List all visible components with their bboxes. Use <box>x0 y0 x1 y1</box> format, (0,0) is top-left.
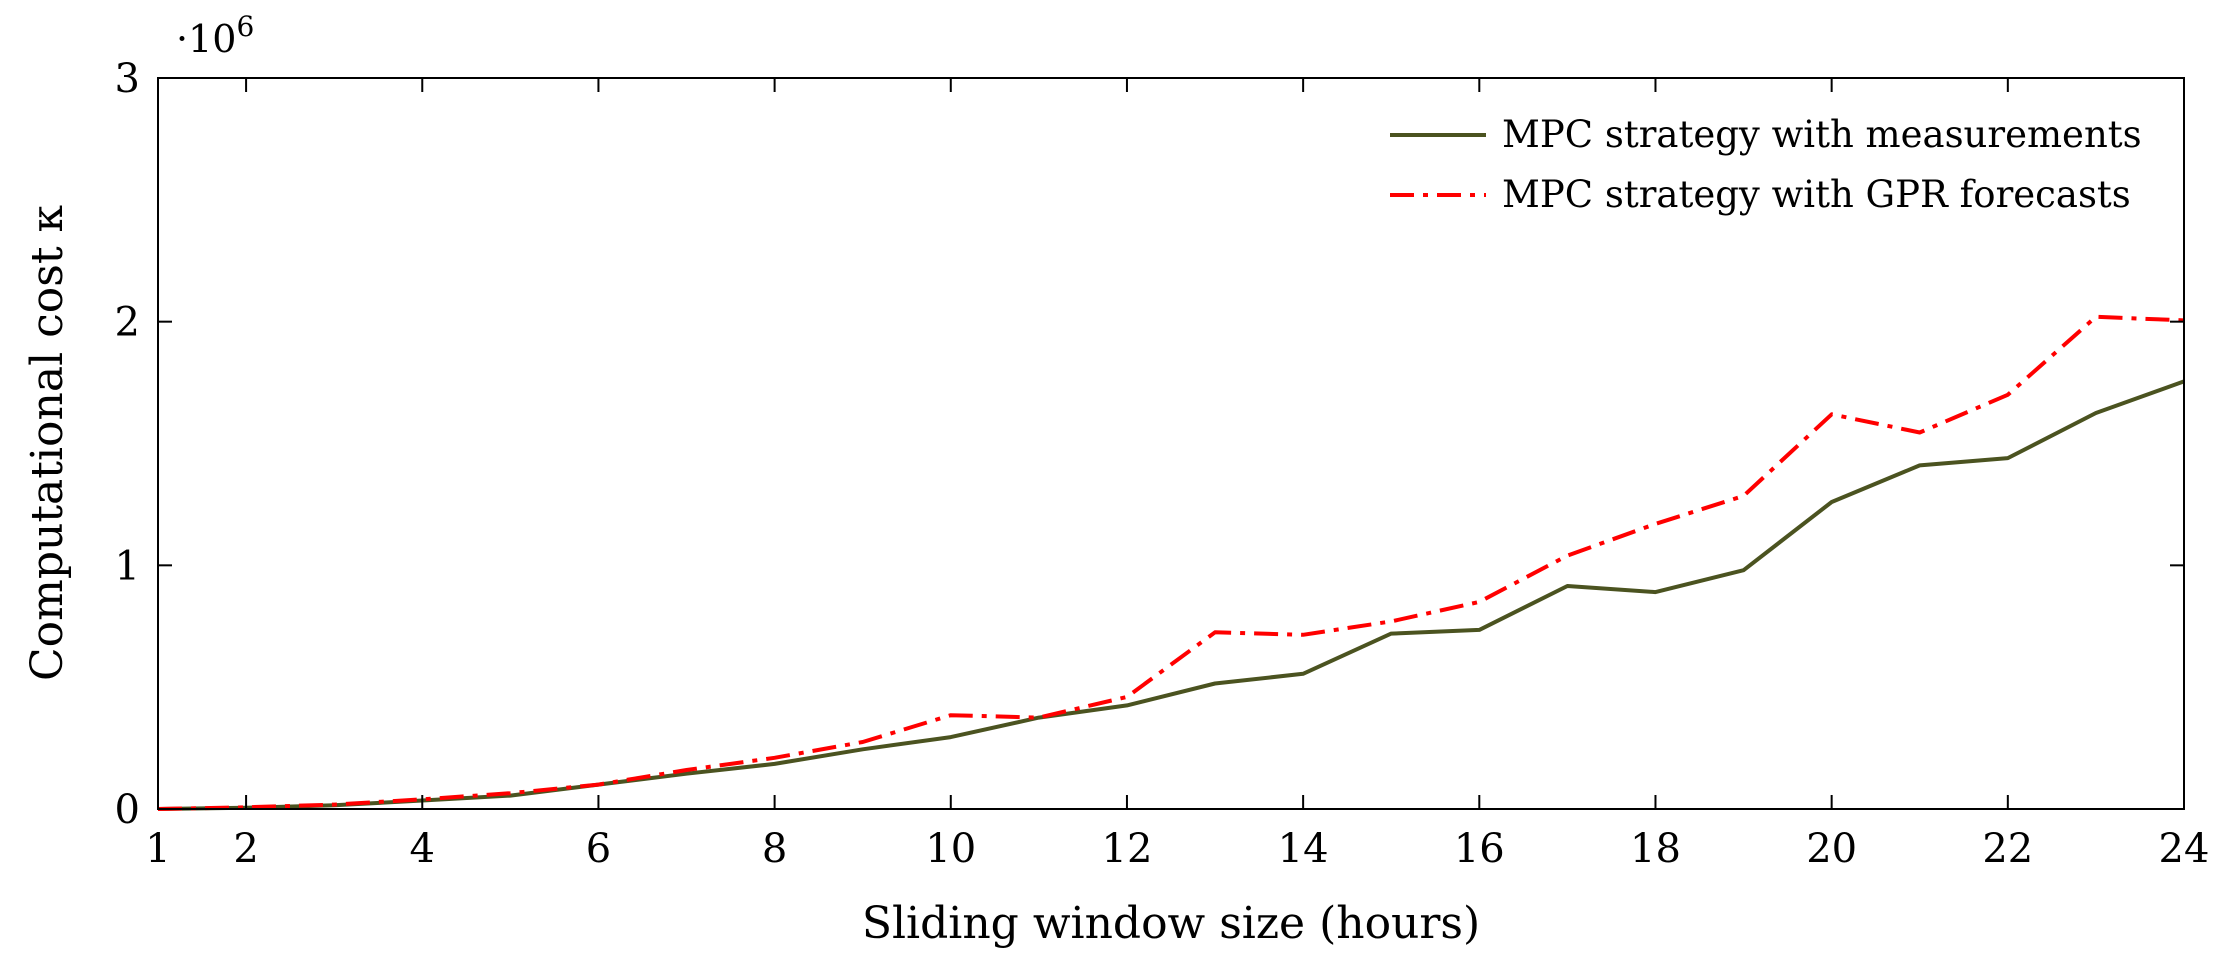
y-tick-label: 2 <box>115 300 140 346</box>
y-scale-exponent: 6 <box>236 10 254 43</box>
x-tick-label: 20 <box>1806 826 1857 872</box>
x-tick-label: 8 <box>762 826 787 872</box>
x-tick-label: 22 <box>1982 826 2033 872</box>
y-axis-label: Computational cost κ <box>22 205 73 681</box>
x-tick-label: 1 <box>145 826 170 872</box>
plot-frame <box>157 77 2185 810</box>
x-tick-label: 2 <box>233 826 258 872</box>
y-scale-label: ·106 <box>176 10 254 61</box>
x-tick-label: 12 <box>1102 826 1153 872</box>
x-tick-label: 14 <box>1278 826 1329 872</box>
x-tick-label: 18 <box>1630 826 1681 872</box>
x-axis-label: Sliding window size (hours) <box>862 898 1480 949</box>
x-tick-label: 10 <box>925 826 976 872</box>
ticks-layer <box>157 77 2185 810</box>
y-tick-label: 1 <box>115 543 140 589</box>
x-tick-label: 16 <box>1454 826 1505 872</box>
y-tick-label: 3 <box>115 56 140 102</box>
legend-label-measurements: MPC strategy with measurements <box>1502 113 2142 156</box>
y-tick-label: 0 <box>115 787 140 833</box>
series-layer <box>157 314 2185 811</box>
x-tick-label: 6 <box>586 826 611 872</box>
legend-label-gpr-forecasts: MPC strategy with GPR forecasts <box>1502 173 2131 216</box>
series-line-measurements <box>157 379 2185 811</box>
series-line-gpr-forecasts <box>157 314 2185 811</box>
x-tick-label: 24 <box>2159 826 2210 872</box>
legend: MPC strategy with measurements MPC strat… <box>1390 113 2142 216</box>
x-tick-label: 4 <box>410 826 435 872</box>
